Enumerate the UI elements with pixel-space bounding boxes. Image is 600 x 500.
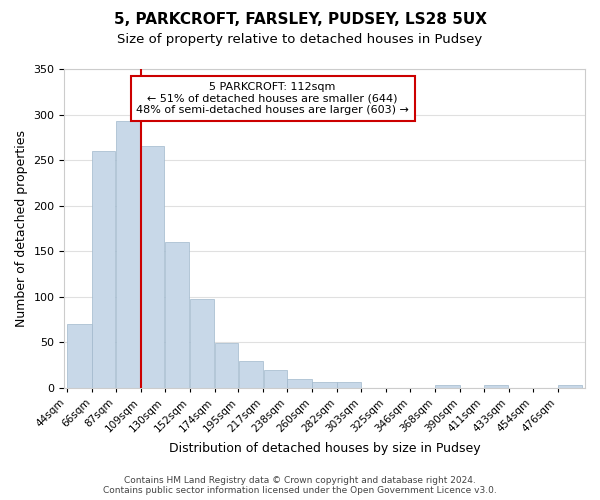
Bar bbox=[141, 146, 164, 388]
X-axis label: Distribution of detached houses by size in Pudsey: Distribution of detached houses by size … bbox=[169, 442, 481, 455]
Bar bbox=[287, 378, 312, 388]
Bar bbox=[263, 370, 287, 388]
Text: 5, PARKCROFT, FARSLEY, PUDSEY, LS28 5UX: 5, PARKCROFT, FARSLEY, PUDSEY, LS28 5UX bbox=[113, 12, 487, 28]
Bar bbox=[558, 385, 582, 388]
Text: Size of property relative to detached houses in Pudsey: Size of property relative to detached ho… bbox=[118, 32, 482, 46]
Bar bbox=[116, 121, 140, 388]
Bar bbox=[215, 343, 238, 388]
Text: Contains HM Land Registry data © Crown copyright and database right 2024.
Contai: Contains HM Land Registry data © Crown c… bbox=[103, 476, 497, 495]
Bar bbox=[313, 382, 337, 388]
Bar bbox=[165, 242, 190, 388]
Text: 5 PARKCROFT: 112sqm
← 51% of detached houses are smaller (644)
48% of semi-detac: 5 PARKCROFT: 112sqm ← 51% of detached ho… bbox=[136, 82, 409, 115]
Y-axis label: Number of detached properties: Number of detached properties bbox=[15, 130, 28, 327]
Bar bbox=[337, 382, 361, 388]
Bar bbox=[190, 300, 214, 388]
Bar bbox=[435, 385, 460, 388]
Bar bbox=[67, 324, 92, 388]
Bar bbox=[484, 385, 508, 388]
Bar bbox=[92, 151, 115, 388]
Bar bbox=[239, 362, 263, 388]
